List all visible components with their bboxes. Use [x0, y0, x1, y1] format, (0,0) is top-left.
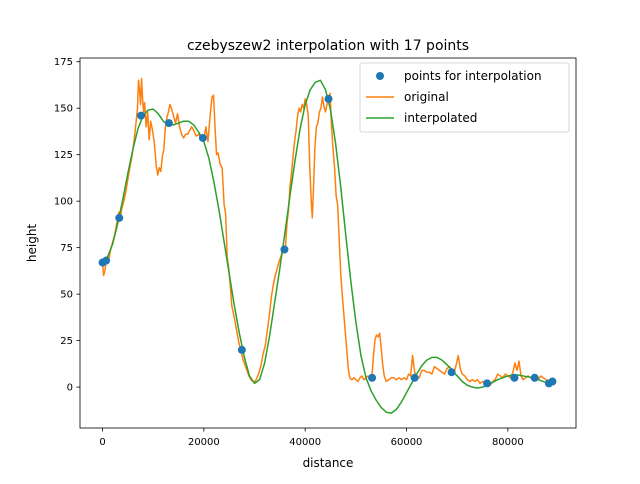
y-tick-label: 150: [54, 104, 73, 115]
y-tick-label: 25: [60, 336, 73, 347]
x-tick-label: 20000: [188, 437, 220, 448]
x-tick-label: 60000: [391, 437, 423, 448]
data-point: [198, 133, 207, 142]
series-layer: [98, 77, 557, 414]
data-point: [237, 345, 246, 354]
y-tick-label: 175: [54, 57, 73, 68]
legend-frame: [359, 62, 570, 133]
data-point: [324, 94, 333, 103]
data-point: [548, 377, 557, 386]
data-point: [483, 379, 492, 388]
y-tick-label: 100: [54, 197, 73, 208]
legend-label-points: points for interpolation: [404, 69, 542, 83]
y-tick-label: 75: [60, 243, 73, 254]
legend-entry-points: points for interpolation: [376, 69, 542, 83]
data-point: [137, 111, 146, 120]
y-tick-label: 125: [54, 150, 73, 161]
data-point: [410, 373, 419, 382]
data-point: [368, 373, 377, 382]
data-point: [280, 245, 289, 254]
legend-label-original: original: [404, 90, 449, 104]
y-axis-label: height: [25, 224, 39, 263]
data-point: [102, 256, 111, 265]
series-line-original: [101, 77, 553, 386]
data-point: [510, 373, 519, 382]
x-tick-label: 40000: [289, 437, 321, 448]
legend: points for interpolation original interp…: [359, 62, 570, 133]
y-tick-label: 50: [60, 290, 73, 301]
legend-entry-interpolated: interpolated: [366, 111, 477, 125]
legend-label-interpolated: interpolated: [404, 111, 477, 125]
legend-marker-points: [376, 72, 384, 80]
x-tick-label: 0: [99, 437, 105, 448]
data-point: [530, 373, 539, 382]
data-point: [164, 119, 173, 128]
data-point: [447, 368, 456, 377]
legend-entry-original: original: [366, 90, 449, 104]
x-axis: 0 20000 40000 60000 80000: [99, 428, 524, 448]
chart-title: czebyszew2 interpolation with 17 points: [187, 38, 469, 54]
axes-frame: [79, 57, 577, 429]
x-tick-label: 80000: [492, 437, 524, 448]
y-axis: 0 25 50 75 100 125 150 175: [54, 57, 80, 394]
x-axis-label: distance: [303, 456, 354, 470]
y-tick-label: 0: [67, 383, 73, 394]
data-point: [115, 213, 124, 222]
